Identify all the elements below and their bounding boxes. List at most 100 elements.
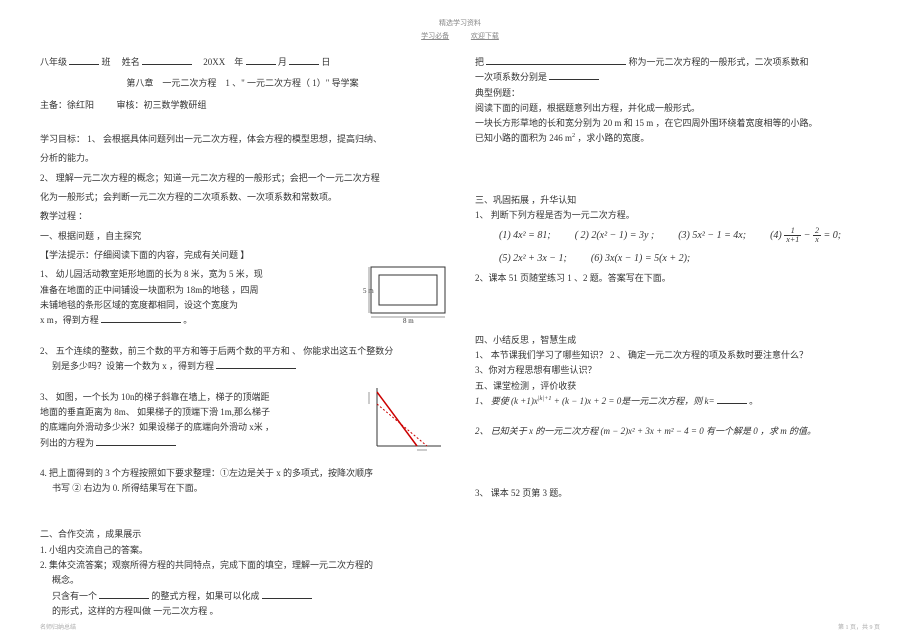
eq4-prefix: (4) [770, 230, 782, 241]
s2-p3a: 只含有一个 [52, 591, 97, 601]
s4-title: 四、小结反思 ，智慧生成 [475, 333, 880, 348]
diagram-label-5m: 5 m [363, 287, 374, 295]
eq4-den1: x+1 [784, 236, 801, 244]
process-label: 教学过程 ： [40, 209, 445, 224]
ladder-diagram [365, 386, 445, 452]
s2-p2b: 概念。 [40, 573, 445, 588]
blank-year [246, 55, 276, 65]
s5-p1c: 。 [749, 396, 758, 406]
year-prefix: 20XX [203, 57, 225, 67]
eq-2: ( 2) 2(x² − 1) = 3y ; [575, 227, 655, 244]
review-label: 审核：初三数学教研组 [117, 100, 207, 110]
header-2a: 学习必备 [421, 32, 449, 40]
r2-row: 一次项系数分别是 [475, 70, 880, 85]
rectangle-diagram: 5 m 8 m [355, 261, 455, 325]
footer-right: 第 1 页，共 9 页 [838, 622, 880, 631]
s4-p2: 3、你对方程思想有哪些认识？ [475, 363, 880, 378]
s1-p4a: 4. 把上面得到的 3 个方程按照如下要求整理：①左边是关于 x 的多项式，按降… [40, 466, 445, 481]
s1-p3b: 地面的垂直距离为 8m、 如果梯子的顶端下滑 1m,那么梯子 [40, 405, 310, 420]
blank-eq3 [96, 436, 176, 446]
s1-p3d: 列出的方程为 [40, 438, 94, 448]
eq-4: (4) 1x+1 − 2x = 0; [770, 227, 841, 244]
sup-2: 2 [572, 132, 575, 139]
page-footer: 名师归纳总结 第 1 页，共 9 页 [40, 622, 880, 631]
class-label: 班 [102, 57, 111, 67]
r5: 一块长方形草地的长和宽分别为 20 m 和 15 m ，在它四周外围环绕着宽度相… [475, 116, 880, 131]
s1-p1b: 准备在地面的正中间铺设一块面积为 18m的地毯 ，四周 [40, 283, 310, 298]
s5-p1-exp: |k|+1 [538, 395, 552, 402]
s5-p1a: 1、 要使 (k +1)x [475, 396, 538, 406]
right-column: 把 称为一元二次方程的一般形式，二次项系数和 一次项系数分别是 典型例题： 阅读… [475, 55, 880, 619]
eq-3: (3) 5x² − 1 = 4x; [678, 227, 746, 244]
s1-p4b: 书写 ② 右边为 0. 所得结果写在下面。 [40, 481, 445, 496]
left-column: 八年级 班 姓名 20XX 年 月 日 第八章 一元二次方程 1 、" 一元二次… [40, 55, 445, 619]
author-review: 主备：徐红阳 审核：初三数学教研组 [40, 98, 445, 113]
s1-p2a: 2、 五个连续的整数，前三个数的平方和等于后两个数的平方和 、 你能求出这五个整… [40, 344, 445, 359]
blank-name [142, 55, 192, 65]
eq4-minus: − [804, 230, 811, 241]
s5-p1-row: 1、 要使 (k +1)x|k|+1 + (k − 1)x + 2 = 0是一元… [475, 394, 880, 409]
s2-title: 二、合作交流 ，成果展示 [40, 527, 445, 542]
blank-month [289, 55, 319, 65]
r6-row: 已知小路的面积为 246 m2 ，求小路的宽度。 [475, 131, 880, 146]
blank-concept1 [99, 589, 149, 599]
doc-header-2: 学习必备 欢迎下载 [40, 31, 880, 41]
math-equations: (1) 4x² = 81; ( 2) 2(x² − 1) = 3y ; (3) … [475, 227, 880, 267]
s2-p3-row: 只含有一个 的整式方程，如果可以化成 [40, 589, 445, 604]
s5-p2: 2、 已知关于 x 的一元二次方程 (m − 2)x² + 3x + m² − … [475, 424, 880, 439]
r1b: 称为一元二次方程的一般形式，二次项系数和 [629, 57, 809, 67]
eq-1: (1) 4x² = 81; [499, 227, 551, 244]
chapter-title: 第八章 一元二次方程 1 、" 一元二次方程（ 1）" 导学案 [40, 76, 445, 91]
r1-row: 把 称为一元二次方程的一般形式，二次项系数和 [475, 55, 880, 70]
s2-p2: 2. 集体交流答案；观察所得方程的共同特点，完成下面的填空，理解一元二次方程的 [40, 558, 445, 573]
s1-p1d-row: x m，得到方程 。 [40, 313, 310, 328]
goal-3: 2、 理解一元二次方程的概念；知道一元二次方程的一般形式；会把一个一元二次方程 [40, 171, 445, 186]
s1-p1c: 未铺地毯的条形区域的宽度都相同，设这个宽度为 [40, 298, 310, 313]
s1-p3d-row: 列出的方程为 [40, 436, 310, 451]
s5-p3: 3、 课本 52 页第 3 题。 [475, 486, 880, 501]
goal-2: 分析的能力。 [40, 151, 445, 166]
eq4-den2: x [813, 236, 821, 244]
diagram-label-8m: 8 m [403, 317, 414, 325]
s1-p3a: 3、 如图，一个长为 10n的梯子斜靠在墙上，梯子的顶端距 [40, 390, 310, 405]
year-label: 年 [234, 57, 243, 67]
s1-p1a: 1、 幼儿园活动教室矩形地面的长为 8 米，宽为 5 米，现 [40, 267, 310, 282]
r2: 一次项系数分别是 [475, 72, 547, 82]
header-2b: 欢迎下载 [471, 32, 499, 40]
footer-left: 名师归纳总结 [40, 622, 76, 631]
content-columns: 八年级 班 姓名 20XX 年 月 日 第八章 一元二次方程 1 、" 一元二次… [40, 55, 880, 619]
blank-concept2 [262, 589, 312, 599]
s2-p1: 1. 小组内交流自己的答案。 [40, 543, 445, 558]
r4: 阅读下面的问题，根据题意列出方程，并化成一般形式。 [475, 101, 880, 116]
s1-title: 一、根据问题 ，自主探究 [40, 229, 445, 244]
eq-6: (6) 3x(x − 1) = 5(x + 2); [591, 250, 690, 267]
blank-k [717, 394, 747, 404]
blank-form [486, 55, 626, 65]
r1a: 把 [475, 57, 484, 67]
blank-coef [549, 70, 599, 80]
doc-header-1: 精选学习资料 [40, 18, 880, 28]
s2-p3b: 的整式方程，如果可以化成 [152, 591, 260, 601]
goal-4: 化为一般形式；会判断一元二次方程的二次项系数、一次项系数和常数项。 [40, 190, 445, 205]
eq-5: (5) 2x² + 3x − 1; [499, 250, 567, 267]
blank-eq1 [101, 313, 181, 323]
s1-p1d: x m，得到方程 [40, 315, 99, 325]
author-label: 主备：徐红阳 [40, 100, 94, 110]
name-label: 姓名 [122, 57, 140, 67]
s5-p1b: + (k − 1)x + 2 = 0是一元二次方程，则 k= [554, 396, 715, 406]
period-1: 。 [183, 315, 192, 325]
s3-p1: 1、 判断下列方程是否为一元二次方程。 [475, 208, 880, 223]
s3-p2: 2、课本 51 页随堂练习 1 、2 题。答案写在下面。 [475, 271, 880, 286]
eq4-suffix: = 0; [823, 230, 841, 241]
s4-p1: 1、 本节课我们学习了哪些知识？ 2 、 确定一元二次方程的项及系数时要注意什么… [475, 348, 880, 363]
r6b: ，求小路的宽度。 [577, 133, 649, 143]
s5-title: 五、课堂检测 ，评价收获 [475, 379, 880, 394]
month-label: 月 [278, 57, 287, 67]
s1-p2b-row: 别是多少吗？设第一个数为 x ，得到方程 [40, 359, 445, 374]
s1-p3c: 的底端向外滑动多少米？如果设梯子的底端向外滑动 x米 ， [40, 420, 310, 435]
blank-eq2 [216, 359, 296, 369]
grade-label: 八年级 [40, 57, 67, 67]
s1-p2b: 别是多少吗？设第一个数为 x ，得到方程 [52, 361, 214, 371]
day-label: 日 [321, 57, 330, 67]
blank-grade [69, 55, 99, 65]
